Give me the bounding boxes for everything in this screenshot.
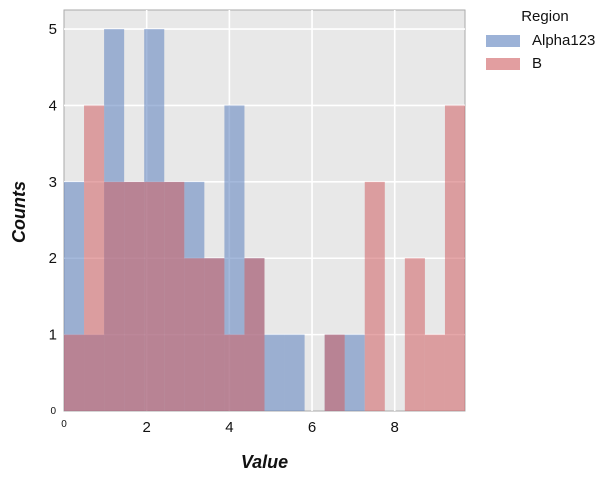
y-axis-label: Counts bbox=[9, 181, 29, 243]
legend: Region Alpha123 B bbox=[484, 8, 606, 75]
bar-b bbox=[244, 258, 265, 411]
x-tick-label: 0 bbox=[61, 419, 67, 430]
bar-b bbox=[144, 181, 165, 411]
y-tick-label: 4 bbox=[49, 97, 57, 114]
y-tick-label: 1 bbox=[49, 327, 57, 344]
bar-b bbox=[404, 258, 425, 411]
x-tick-label: 2 bbox=[143, 419, 151, 436]
y-tick-label: 2 bbox=[49, 250, 57, 267]
bar-b bbox=[444, 105, 465, 411]
bar-b bbox=[424, 334, 445, 411]
legend-swatch-b bbox=[486, 57, 520, 70]
legend-item-alpha123: Alpha123 bbox=[484, 29, 606, 52]
legend-title: Region bbox=[521, 8, 569, 25]
bar-b bbox=[224, 334, 245, 411]
tick-labels: 0 2 4 6 8 0 1 2 3 4 5 bbox=[49, 21, 399, 436]
y-tick-label: 5 bbox=[49, 21, 57, 38]
bar-b bbox=[164, 181, 185, 411]
bar-alpha123 bbox=[284, 334, 305, 411]
series-b-bars bbox=[64, 105, 465, 411]
legend-swatch-alpha123 bbox=[486, 34, 520, 47]
bar-b bbox=[84, 105, 105, 411]
bar-b bbox=[64, 334, 85, 411]
bar-b bbox=[204, 258, 225, 411]
bar-b bbox=[124, 181, 145, 411]
x-tick-label: 6 bbox=[308, 419, 316, 436]
bar-b bbox=[364, 181, 385, 411]
bar-b bbox=[104, 181, 125, 411]
legend-item-b: B bbox=[484, 52, 606, 75]
x-tick-label: 4 bbox=[225, 419, 233, 436]
y-tick-label: 0 bbox=[50, 406, 56, 417]
x-tick-label: 8 bbox=[391, 419, 399, 436]
y-tick-label: 3 bbox=[49, 174, 57, 191]
bar-alpha123 bbox=[264, 334, 285, 411]
bar-b bbox=[324, 334, 345, 411]
legend-label-alpha123: Alpha123 bbox=[532, 32, 596, 49]
bar-alpha123 bbox=[344, 334, 365, 411]
legend-label-b: B bbox=[532, 55, 543, 72]
x-axis-label: Value bbox=[241, 452, 288, 472]
bar-b bbox=[184, 258, 205, 411]
